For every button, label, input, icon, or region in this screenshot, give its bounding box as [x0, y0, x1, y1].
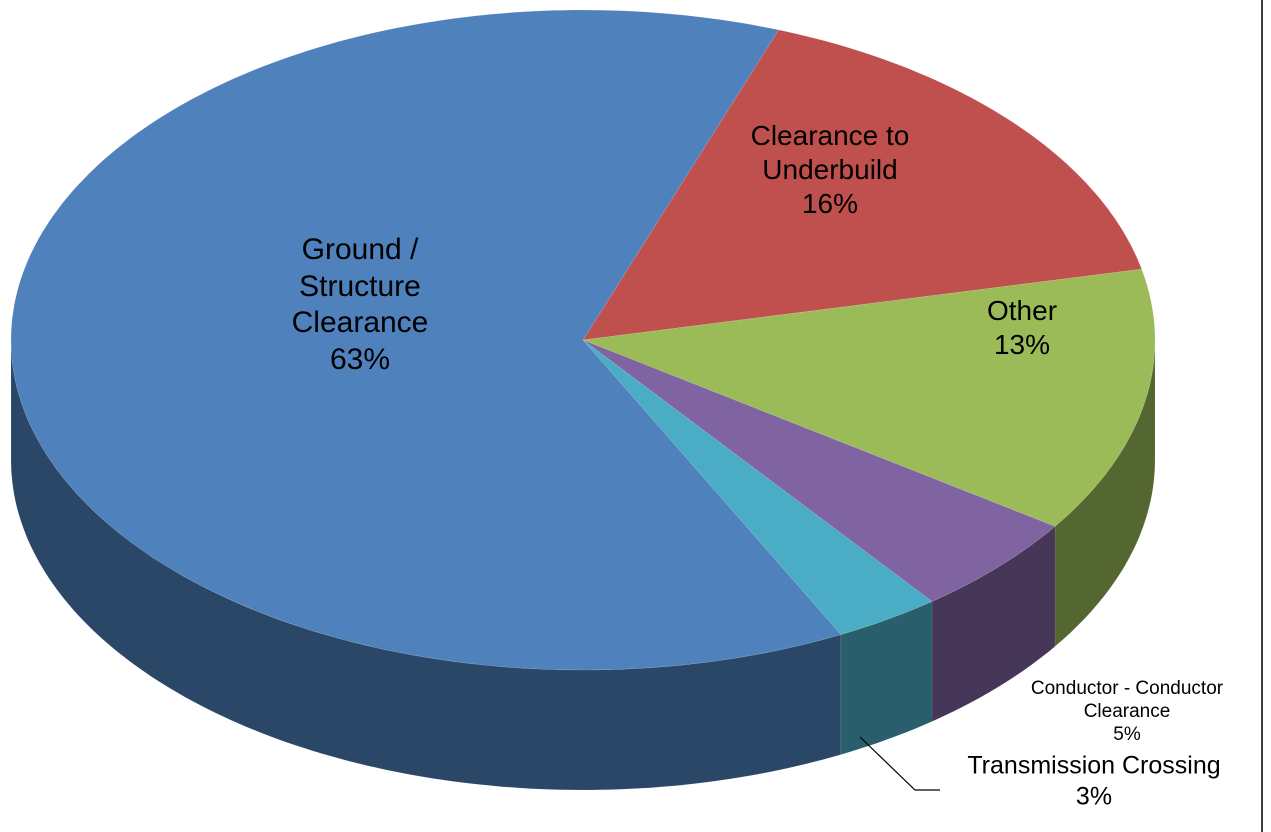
- data-label: Transmission Crossing 3%: [934, 751, 1254, 812]
- label-percent: 3%: [1075, 782, 1113, 810]
- label-percent: 5%: [1113, 724, 1141, 746]
- data-label: Conductor - Conductor Clearance 5%: [992, 677, 1262, 747]
- label-percent: 16%: [801, 188, 859, 220]
- data-label: Other 13%: [942, 294, 1102, 362]
- leader-line: [859, 736, 940, 791]
- slice: [582, 268, 1156, 527]
- label-name: Clearance to Underbuild: [750, 119, 910, 185]
- data-label: Ground / Structure Clearance 63%: [265, 232, 455, 378]
- slice: [582, 339, 933, 635]
- label-name: Other: [986, 294, 1058, 326]
- label-name: Ground / Structure Clearance: [291, 232, 429, 339]
- slice: [582, 29, 1143, 341]
- label-name: Transmission Crossing: [967, 751, 1221, 780]
- slice: [582, 339, 1056, 602]
- slice: [10, 9, 842, 671]
- label-percent: 13%: [993, 329, 1051, 360]
- data-label: Clearance to Underbuild 16%: [720, 119, 940, 221]
- label-percent: 63%: [329, 342, 391, 376]
- label-name: Conductor - Conductor Clearance: [1030, 678, 1224, 723]
